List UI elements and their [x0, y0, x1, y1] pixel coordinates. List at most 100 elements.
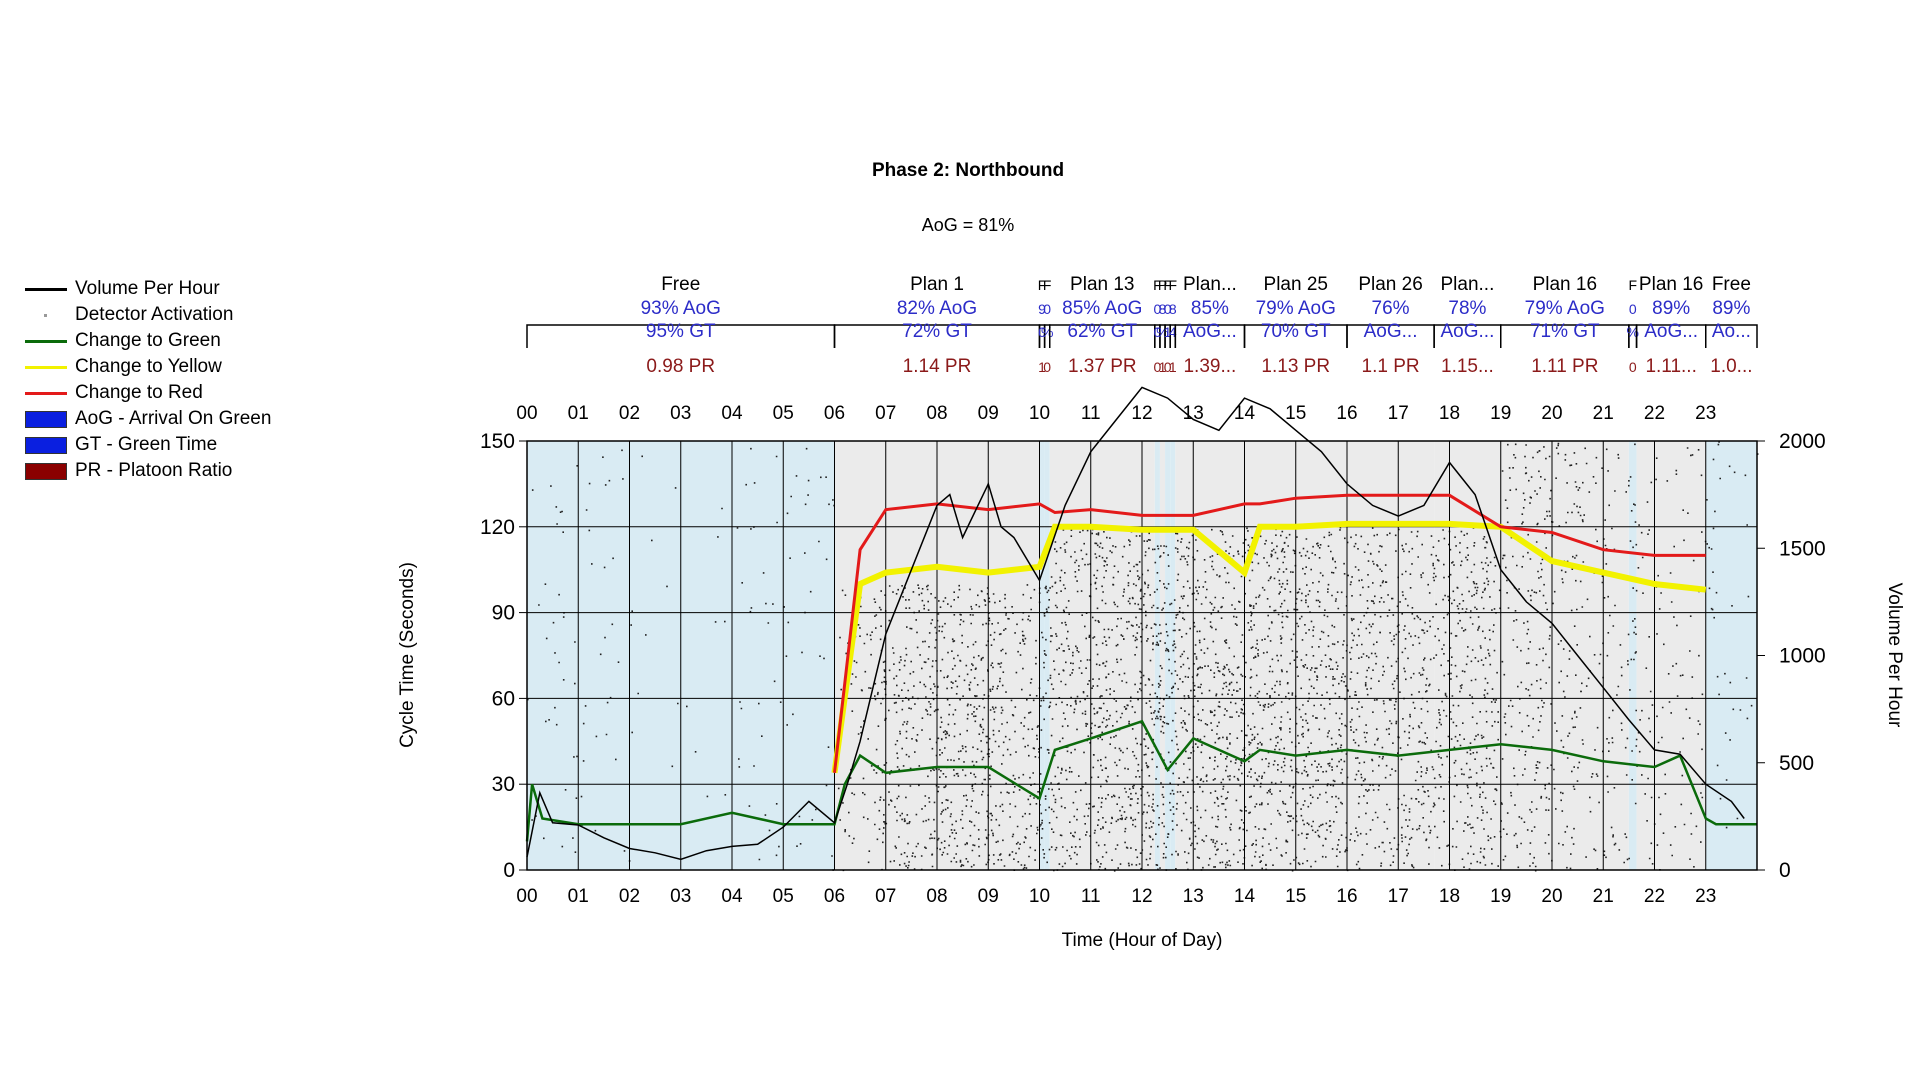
x-tick-top-19: 19 [1490, 403, 1511, 424]
legend-label: Change to Red [75, 382, 203, 403]
y2-tick-1000: 1000 [1779, 645, 1826, 668]
legend-swatch [25, 436, 67, 454]
x-tick-bottom-13: 13 [1183, 886, 1204, 907]
plan-band-8 [1170, 441, 1176, 870]
plan-gt-8: 4 [1169, 324, 1177, 340]
x-tick-bottom-19: 19 [1490, 886, 1511, 907]
x-tick-top-12: 12 [1131, 403, 1152, 424]
x-tick-bottom-22: 22 [1644, 886, 1665, 907]
legend-item-volume-per-hour: Volume Per Hour [25, 276, 271, 302]
legend-label: Change to Yellow [75, 356, 222, 377]
x-tick-top-13: 13 [1183, 403, 1204, 424]
y2-tick-1500: 1500 [1779, 537, 1826, 560]
plan-band-7 [1165, 441, 1171, 870]
series-lines [525, 386, 1757, 861]
x-tick-bottom-01: 01 [568, 886, 589, 907]
legend-item-change-to-red: Change to Red [25, 380, 271, 406]
x-tick-top-17: 17 [1388, 403, 1409, 424]
plan-label-16: Free [1712, 274, 1751, 295]
plan-label-14: F [1628, 277, 1637, 293]
plan-aog-9: 85% [1191, 298, 1229, 319]
x-tick-bottom-10: 10 [1029, 886, 1050, 907]
plan-aog-15: 89% [1652, 298, 1690, 319]
legend-item-gt-green-time: GT - Green Time [25, 432, 271, 458]
y2-tick-2000: 2000 [1779, 430, 1826, 453]
legend-label: Detector Activation [75, 304, 234, 325]
plan-label-12: Plan... [1441, 274, 1495, 295]
plan-band-16 [1705, 441, 1757, 870]
plan-gt-15: AoG... [1644, 321, 1698, 342]
plan-aog-7: 0 [1164, 301, 1172, 317]
x-tick-top-02: 02 [619, 403, 640, 424]
plan-label-13: Plan 16 [1533, 274, 1597, 295]
plan-gt-5: 0 [1153, 324, 1161, 340]
x-tick-bottom-11: 11 [1081, 886, 1101, 907]
x-tick-top-18: 18 [1439, 403, 1460, 424]
x-tick-bottom-20: 20 [1541, 886, 1562, 907]
plan-gt-13: 71% GT [1530, 321, 1600, 342]
legend-swatch [25, 307, 67, 324]
plan-pr-16: 1.0... [1710, 356, 1752, 377]
plan-aog-10: 79% AoG [1256, 298, 1336, 319]
plan-label-11: Plan 26 [1358, 274, 1422, 295]
x-tick-bottom-17: 17 [1388, 886, 1409, 907]
plan-pr-15: 1.11... [1645, 356, 1696, 377]
plan-label-6: P [1158, 277, 1167, 293]
x-tick-top-00: 00 [516, 403, 537, 424]
chart-legend: Volume Per Hour Detector Activation Change… [25, 276, 271, 484]
x-tick-bottom-18: 18 [1439, 886, 1460, 907]
x-tick-bottom-03: 03 [670, 886, 691, 907]
plan-band-3 [1044, 441, 1050, 870]
y-tick-60: 60 [492, 687, 515, 710]
plan-aog-4: 85% AoG [1062, 298, 1142, 319]
x-tick-top-20: 20 [1541, 403, 1562, 424]
plan-gt-16: Ao... [1712, 321, 1751, 342]
plan-band-6 [1159, 441, 1166, 870]
x-tick-top-23: 23 [1695, 403, 1716, 424]
change-to-red-line [833, 493, 1706, 773]
plan-aog-11: 76% [1372, 298, 1410, 319]
x-tick-bottom-12: 12 [1131, 886, 1152, 907]
legend-swatch [25, 462, 67, 480]
x-tick-top-06: 06 [824, 403, 845, 424]
x-tick-bottom-07: 07 [875, 886, 896, 907]
legend-item-detector-activation: Detector Activation [25, 302, 271, 328]
plan-label-0: Free [661, 274, 700, 295]
plan-band-2 [1039, 441, 1045, 870]
plan-pr-12: 1.15... [1441, 356, 1494, 377]
y-axis-label: Cycle Time (Seconds) [397, 562, 418, 748]
plan-label-10: Plan 25 [1264, 274, 1328, 295]
plan-pr-9: 1.39... [1183, 356, 1236, 377]
x-tick-top-15: 15 [1285, 403, 1306, 424]
legend-item-change-to-yellow: Change to Yellow [25, 354, 271, 380]
plan-label-8: F [1168, 277, 1177, 293]
plan-label-4: Plan 13 [1070, 274, 1134, 295]
legend-label: AoG - Arrival On Green [75, 408, 272, 429]
x-tick-top-01: 01 [568, 403, 589, 424]
axes: 0000010102020303040405050606070708080909… [480, 403, 1826, 907]
chart-subtitle: AoG = 81% [922, 215, 1015, 235]
y2-axis-label: Volume Per Hour [1884, 583, 1905, 728]
x-tick-top-10: 10 [1029, 403, 1050, 424]
x-tick-bottom-06: 06 [824, 886, 845, 907]
x-tick-bottom-02: 02 [619, 886, 640, 907]
x-tick-bottom-05: 05 [773, 886, 794, 907]
plan-gt-0: 95% GT [646, 321, 716, 342]
chart-title: Phase 2: Northbound [872, 160, 1064, 181]
plan-gt-1: 72% GT [902, 321, 972, 342]
plan-aog-13: 79% AoG [1525, 298, 1605, 319]
plan-aog-14: 0 [1629, 301, 1637, 317]
legend-label: Change to Green [75, 330, 221, 351]
plan-gt-12: AoG... [1441, 321, 1495, 342]
legend-label: Volume Per Hour [75, 278, 220, 299]
plan-gt-9: AoG... [1183, 321, 1237, 342]
plan-gt-3: % [1041, 324, 1053, 340]
plan-aog-6: 8 [1159, 301, 1167, 317]
change-to-green-line [525, 719, 1757, 842]
x-tick-bottom-00: 00 [516, 886, 537, 907]
plan-gt-4: 62% GT [1067, 321, 1137, 342]
plan-aog-8: 8 [1169, 301, 1177, 317]
x-tick-bottom-16: 16 [1336, 886, 1357, 907]
legend-item-pr-platoon-ratio: PR - Platoon Ratio [25, 458, 271, 484]
plan-pr-8: 1 [1169, 359, 1177, 375]
